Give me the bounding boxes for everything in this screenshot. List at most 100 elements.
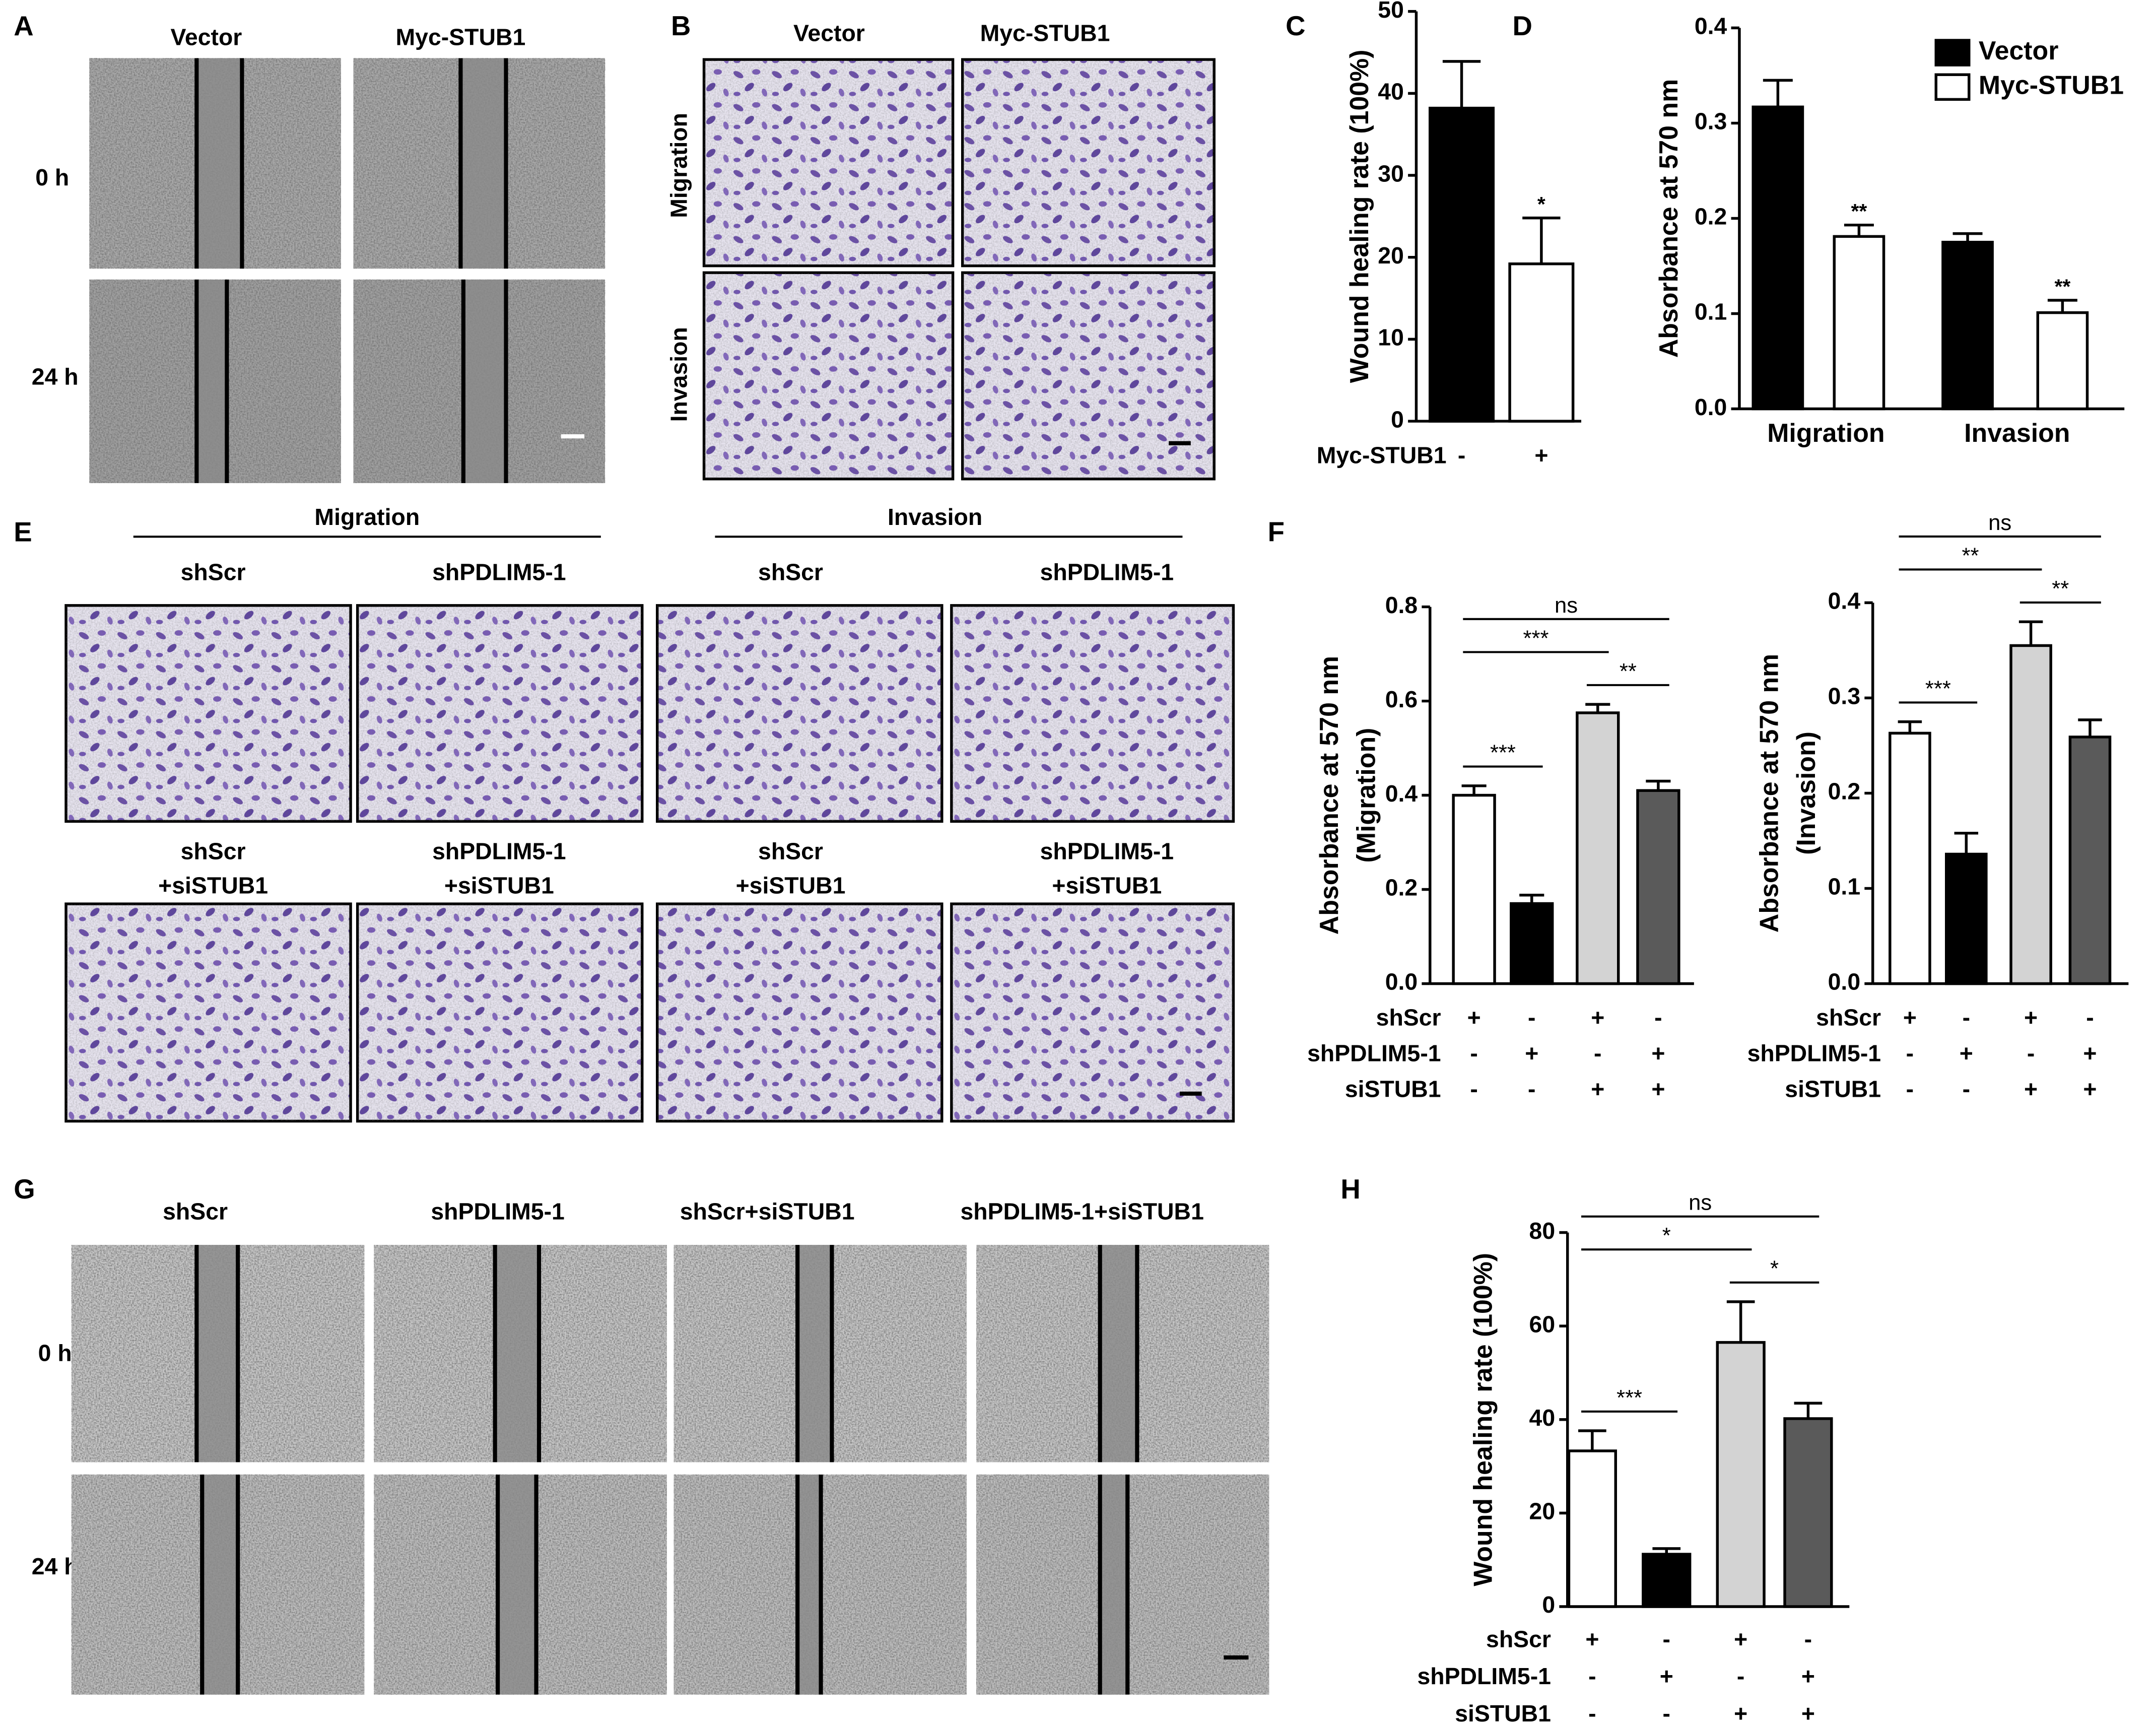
x-tick-label: Migration — [1767, 418, 1884, 447]
label: shPDLIM5-1 — [432, 559, 566, 585]
wound-gap — [495, 1245, 539, 1463]
label: shScr — [758, 838, 823, 864]
condition-label: siSTUB1 — [1345, 1076, 1441, 1102]
comparison-label: *** — [1616, 1385, 1642, 1410]
micrograph-texture — [962, 273, 1215, 479]
comparison-label: *** — [1523, 626, 1548, 650]
condition-label: shPDLIM5-1 — [1417, 1663, 1551, 1689]
condition-sign: - — [1737, 1663, 1744, 1689]
y-tick-label: 0 — [1542, 1591, 1555, 1618]
condition-sign: - — [1663, 1700, 1670, 1726]
y-tick-label: 0.1 — [1828, 874, 1860, 900]
condition-sign: - — [1663, 1626, 1670, 1652]
condition-sign: + — [1534, 442, 1548, 468]
label: shScr — [181, 559, 246, 585]
condition-sign: + — [2024, 1005, 2038, 1031]
bar — [1716, 1341, 1766, 1608]
wound-gap — [797, 1245, 832, 1463]
bar — [2068, 736, 2112, 985]
label: Myc-STUB1 — [396, 24, 526, 50]
condition-sign: - — [2086, 1005, 2094, 1031]
y-tick-label: 20 — [1529, 1498, 1556, 1524]
micrograph-texture — [657, 605, 942, 822]
y-tick-label: 0.0 — [1385, 969, 1418, 995]
micrograph-texture — [704, 273, 953, 479]
condition-sign: + — [1651, 1076, 1665, 1102]
comparison-label: * — [1662, 1223, 1671, 1248]
condition-sign: - — [1963, 1005, 1970, 1031]
condition-sign: + — [1651, 1040, 1665, 1067]
bar — [1452, 793, 1496, 985]
condition-sign: + — [1591, 1076, 1604, 1102]
significance: ** — [2054, 275, 2070, 298]
legend-label: Vector — [1979, 36, 2059, 65]
y-tick-label: 0.8 — [1385, 592, 1418, 618]
condition-sign: + — [1467, 1005, 1481, 1031]
y-tick-label: 0.2 — [1828, 778, 1860, 805]
condition-sign: - — [1528, 1076, 1535, 1102]
x-tick-label: Invasion — [1964, 418, 2070, 447]
condition-sign: + — [1960, 1040, 1973, 1067]
y-axis-label: (Invasion) — [1791, 732, 1821, 855]
bar — [1642, 1553, 1692, 1608]
y-tick-label: 40 — [1529, 1405, 1556, 1431]
condition-sign: - — [1470, 1076, 1477, 1102]
label: shPDLIM5-1 — [432, 838, 566, 864]
condition-sign: + — [2083, 1040, 2097, 1067]
y-tick-label: 0.1 — [1695, 299, 1727, 325]
condition-label: Myc-STUB1 — [1317, 442, 1447, 468]
comparison-label: ** — [1962, 543, 1979, 568]
y-axis-label: (Migration) — [1352, 728, 1381, 863]
label: Migration — [665, 113, 692, 218]
micrograph-texture — [951, 605, 1234, 822]
bar — [1576, 711, 1620, 985]
panel-letter: G — [14, 1174, 35, 1205]
y-tick-label: 0.2 — [1695, 204, 1727, 230]
label: Vector — [171, 24, 242, 50]
condition-sign: + — [1591, 1005, 1604, 1031]
panel-letter: E — [14, 516, 32, 547]
bar — [1429, 106, 1495, 423]
condition-sign: - — [1470, 1040, 1477, 1067]
label: shPDLIM5-1 — [431, 1199, 565, 1225]
bar — [1889, 732, 1931, 985]
label: Vector — [793, 20, 865, 46]
condition-sign: - — [1804, 1626, 1812, 1652]
condition-sign: - — [1963, 1076, 1970, 1102]
bar — [1636, 789, 1680, 985]
bar — [1941, 240, 1994, 411]
condition-label: shPDLIM5-1 — [1307, 1040, 1441, 1067]
wound-gap — [202, 1474, 238, 1695]
wound-gap — [1100, 1245, 1137, 1463]
condition-sign: + — [2024, 1076, 2038, 1102]
wound-gap — [463, 279, 506, 483]
micrograph-texture — [704, 59, 953, 266]
comparison-label: * — [1770, 1256, 1779, 1281]
y-tick-label: 0.0 — [1828, 969, 1860, 995]
y-axis-label: Absorbance at 570 nm — [1654, 79, 1683, 358]
condition-sign: + — [1801, 1663, 1815, 1689]
y-tick-label: 0.3 — [1695, 108, 1727, 135]
legend-swatch — [1934, 73, 1971, 101]
condition-sign: + — [1585, 1626, 1599, 1652]
y-tick-label: 0.4 — [1385, 780, 1418, 807]
condition-sign: - — [1528, 1005, 1535, 1031]
label: +siSTUB1 — [444, 873, 554, 899]
label: Invasion — [888, 504, 982, 530]
condition-sign: + — [2083, 1076, 2097, 1102]
condition-sign: - — [1458, 442, 1465, 468]
wound-gap — [196, 58, 242, 269]
label: +siSTUB1 — [736, 873, 846, 899]
bar — [1508, 262, 1575, 423]
y-tick-label: 60 — [1529, 1311, 1556, 1337]
label: 24 h — [32, 364, 79, 390]
label: Migration — [314, 504, 420, 530]
panel-letter: F — [1268, 516, 1285, 547]
comparison-label: ns — [1689, 1190, 1712, 1215]
bar — [1833, 235, 1885, 411]
label: shScr — [758, 559, 823, 585]
micrograph-texture — [951, 904, 1234, 1121]
label: 24 h — [32, 1553, 79, 1579]
comparison-label: *** — [1925, 676, 1951, 701]
